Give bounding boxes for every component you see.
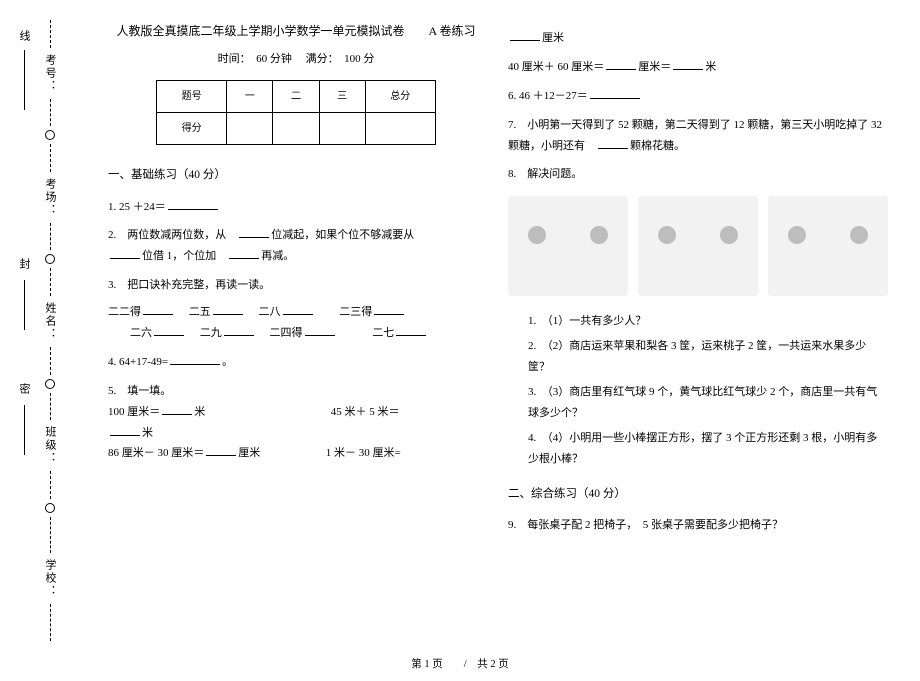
answer-blank[interactable] (154, 324, 184, 336)
exam-title: 人教版全真摸底二年级上学期小学数学一单元模拟试卷 A 卷练习 (108, 20, 484, 43)
th-3: 三 (319, 80, 365, 112)
row-label: 得分 (157, 112, 227, 144)
exam-subtitle: 时间： 60 分钟 满分： 100 分 (108, 49, 484, 70)
question-3: 3. 把口诀补充完整，再读一读。 二二得 二五 二八 二三得 二六 二九 二四得… (108, 275, 484, 344)
q8-sub1: 1. （1）一共有多少人？ (528, 311, 884, 332)
answer-blank[interactable] (170, 353, 220, 365)
table-row: 得分 (157, 112, 436, 144)
answer-blank[interactable] (396, 324, 426, 336)
binding-strip: 考号： 线 考场： 姓名： 封 班级： 密 学校： (10, 0, 90, 681)
th-label: 题号 (157, 80, 227, 112)
column-right: 厘米 40 厘米＋ 60 厘米＝厘米＝米 6. 46 ＋12－27＝ 7. 小明… (500, 20, 900, 660)
answer-blank[interactable] (206, 444, 236, 456)
question-9: 9. 每张桌子配 2 把椅子， 5 张桌子需要配多少把椅子？ (508, 515, 884, 536)
answer-blank[interactable] (110, 424, 140, 436)
q8-sub3: 3. （3）商店里有红气球 9 个，黄气球比红气球少 2 个，商店里一共有气球多… (528, 382, 884, 424)
table-row: 题号 一 二 三 总分 (157, 80, 436, 112)
question-6: 6. 46 ＋12－27＝ (508, 86, 884, 107)
answer-blank[interactable] (510, 29, 540, 41)
th-1: 一 (227, 80, 273, 112)
seal-char-2: 封 (16, 258, 32, 269)
column-left: 人教版全真摸底二年级上学期小学数学一单元模拟试卷 A 卷练习 时间： 60 分钟… (100, 20, 500, 660)
answer-blank[interactable] (374, 303, 404, 315)
q5-continued: 厘米 (508, 28, 884, 49)
field-room: 考场： (42, 178, 58, 217)
page-footer: 第 1 页 / 共 2 页 (0, 656, 920, 671)
binding-hole (45, 379, 55, 389)
q8-sub4: 4. （4）小明用一些小棒摆正方形，摆了 3 个正方形还剩 3 根，小明有多少根… (528, 428, 884, 470)
th-2: 二 (273, 80, 319, 112)
field-class: 班级： (42, 426, 58, 465)
answer-blank[interactable] (239, 226, 269, 238)
seal-char-3: 密 (16, 383, 32, 394)
field-exam-id: 考号： (42, 54, 58, 93)
answer-blank[interactable] (110, 247, 140, 259)
field-name: 姓名： (42, 302, 58, 341)
answer-blank[interactable] (143, 303, 173, 315)
q6a: 40 厘米＋ 60 厘米＝厘米＝米 (508, 57, 884, 78)
question-8-image (508, 191, 888, 301)
page-content: 人教版全真摸底二年级上学期小学数学一单元模拟试卷 A 卷练习 时间： 60 分钟… (100, 20, 900, 660)
q8-sub2: 2. （2）商店运来苹果和梨各 3 筐，运来桃子 2 筐，一共运来水果多少筐？ (528, 336, 884, 378)
th-total: 总分 (365, 80, 435, 112)
seal-char-1: 线 (16, 30, 32, 41)
scene-illustration (768, 196, 888, 296)
answer-blank[interactable] (673, 58, 703, 70)
answer-blank[interactable] (229, 247, 259, 259)
binding-hole (45, 130, 55, 140)
question-8: 8. 解决问题。 1. （1）一共有多少人？ 2. （2）商店运来苹果和梨各 3… (508, 164, 884, 469)
binding-hole (45, 503, 55, 513)
question-7: 7. 小明第一天得到了 52 颗糖，第二天得到了 12 颗糖，第三天小明吃掉了 … (508, 115, 884, 157)
field-school: 学校： (42, 559, 58, 598)
question-1: 1. 25 ＋24＝ (108, 197, 484, 218)
section-1-heading: 一、基础练习（40 分） (108, 165, 484, 187)
answer-blank[interactable] (606, 58, 636, 70)
scene-illustration (638, 196, 758, 296)
score-table: 题号 一 二 三 总分 得分 (156, 80, 436, 145)
answer-blank[interactable] (305, 324, 335, 336)
answer-blank[interactable] (598, 137, 628, 149)
scene-illustration (508, 196, 628, 296)
answer-blank[interactable] (168, 198, 218, 210)
question-2: 2. 两位数减两位数，从 位减起，如果个位不够减要从 位借 1，个位加 再减。 (108, 225, 484, 267)
answer-blank[interactable] (283, 303, 313, 315)
answer-blank[interactable] (213, 303, 243, 315)
answer-blank[interactable] (590, 87, 640, 99)
binding-hole (45, 254, 55, 264)
question-5: 5. 填一填。 100 厘米＝米 45 米＋ 5 米＝米 86 厘米－ 30 厘… (108, 381, 484, 465)
question-4: 4. 64+17-49=。 (108, 352, 484, 373)
answer-blank[interactable] (224, 324, 254, 336)
answer-blank[interactable] (162, 403, 192, 415)
section-2-heading: 二、综合练习（40 分） (508, 484, 884, 506)
